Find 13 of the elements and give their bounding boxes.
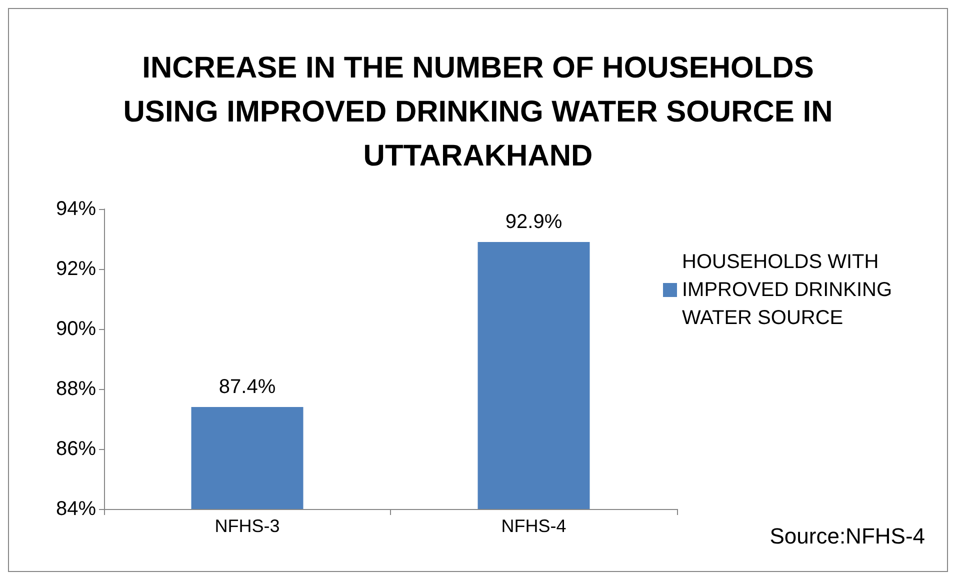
source-note: Source:NFHS-4 — [770, 524, 926, 548]
data-label: 87.4% — [218, 376, 276, 398]
data-label: 92.9% — [505, 211, 562, 233]
x-tick-label: NFHS-3 — [214, 516, 280, 536]
x-tick-label: NFHS-4 — [501, 516, 566, 536]
y-tick-label: 90% — [56, 318, 96, 340]
legend-label: HOUSEHOLDS WITH IMPROVED DRINKING WATER SOURCE — [682, 251, 898, 329]
y-tick-label: 84% — [56, 498, 96, 520]
y-tick-label: 88% — [56, 378, 96, 400]
y-tick-label: 92% — [56, 258, 96, 280]
y-tick-label: 94% — [56, 198, 96, 220]
chart-title: INCREASE IN THE NUMBER OF HOUSEHOLDS USING IMPROVED DRINKING WATER SOURCE IN UTTARAKHAND — [123, 52, 833, 172]
y-tick-label: 86% — [56, 438, 96, 460]
